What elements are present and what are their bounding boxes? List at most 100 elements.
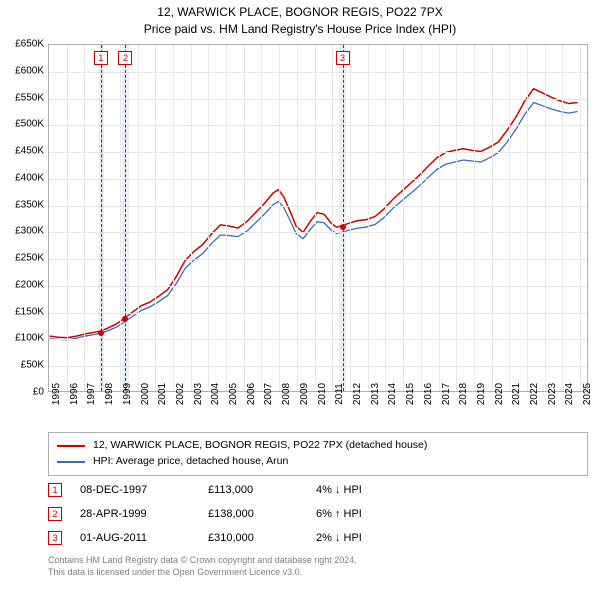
transaction-point-2 — [122, 316, 128, 322]
transaction-date: 08-DEC-1997 — [80, 484, 190, 496]
transaction-point-3 — [340, 224, 346, 230]
gridline-horizontal — [49, 72, 587, 73]
gridline-vertical — [421, 45, 422, 391]
gridline-vertical — [67, 45, 68, 391]
transaction-diff: 6% ↑ HPI — [316, 508, 406, 520]
y-axis-tick-label: £50K — [21, 360, 44, 371]
legend-swatch — [57, 461, 85, 463]
x-axis-tick-label: 2010 — [317, 383, 328, 405]
y-axis-tick-label: £600K — [15, 65, 44, 76]
gridline-horizontal — [49, 206, 587, 207]
gridline-horizontal — [49, 366, 587, 367]
footer-line-1: Contains HM Land Registry data © Crown c… — [48, 555, 588, 567]
transaction-point-1 — [98, 330, 104, 336]
x-axis-tick-label: 1997 — [86, 383, 97, 405]
transaction-row-3: 301-AUG-2011£310,0002% ↓ HPI — [48, 526, 588, 550]
gridline-vertical — [580, 45, 581, 391]
x-axis-tick-label: 2003 — [193, 383, 204, 405]
x-axis-tick-label: 2002 — [175, 383, 186, 405]
y-axis-tick-label: £350K — [15, 199, 44, 210]
gridline-vertical — [562, 45, 563, 391]
x-axis-tick-label: 2012 — [352, 383, 363, 405]
x-axis-tick-label: 2006 — [246, 383, 257, 405]
y-axis-tick-label: £150K — [15, 306, 44, 317]
x-axis-tick-label: 2020 — [494, 383, 505, 405]
attribution-footer: Contains HM Land Registry data © Crown c… — [48, 555, 588, 578]
x-axis-tick-label: 2023 — [547, 383, 558, 405]
y-axis-tick-label: £650K — [15, 39, 44, 50]
gridline-vertical — [492, 45, 493, 391]
x-axis-tick-label: 1998 — [104, 383, 115, 405]
legend: 12, WARWICK PLACE, BOGNOR REGIS, PO22 7P… — [48, 432, 588, 476]
x-axis-tick-label: 2018 — [458, 383, 469, 405]
x-axis-tick-label: 2001 — [157, 383, 168, 405]
gridline-vertical — [244, 45, 245, 391]
title-block: 12, WARWICK PLACE, BOGNOR REGIS, PO22 7P… — [0, 0, 600, 38]
title-line-2: Price paid vs. HM Land Registry's House … — [0, 21, 600, 38]
gridline-vertical — [545, 45, 546, 391]
chart-container: 12, WARWICK PLACE, BOGNOR REGIS, PO22 7P… — [0, 0, 600, 590]
transaction-vline — [101, 45, 102, 391]
gridline-vertical — [120, 45, 121, 391]
gridline-horizontal — [49, 232, 587, 233]
legend-swatch — [57, 445, 85, 447]
gridline-horizontal — [49, 152, 587, 153]
gridline-vertical — [191, 45, 192, 391]
x-axis-tick-label: 2022 — [529, 383, 540, 405]
transaction-vline — [125, 45, 126, 391]
gridline-horizontal — [49, 286, 587, 287]
x-axis-tick-label: 2021 — [511, 383, 522, 405]
gridline-vertical — [279, 45, 280, 391]
gridline-vertical — [226, 45, 227, 391]
gridline-vertical — [527, 45, 528, 391]
gridline-vertical — [403, 45, 404, 391]
gridline-horizontal — [49, 179, 587, 180]
gridline-vertical — [332, 45, 333, 391]
x-axis-tick-label: 2016 — [423, 383, 434, 405]
gridline-vertical — [385, 45, 386, 391]
transaction-diff: 2% ↓ HPI — [316, 532, 406, 544]
x-axis-tick-label: 2015 — [405, 383, 416, 405]
x-axis-tick-label: 2024 — [564, 383, 575, 405]
transaction-price: £138,000 — [208, 508, 298, 520]
gridline-horizontal — [49, 99, 587, 100]
transaction-marker-2: 2 — [118, 51, 132, 65]
y-axis-tick-label: £250K — [15, 253, 44, 264]
gridline-vertical — [297, 45, 298, 391]
transaction-row-marker: 3 — [48, 531, 62, 545]
footer-line-2: This data is licensed under the Open Gov… — [48, 567, 588, 579]
x-axis-tick-label: 2017 — [441, 383, 452, 405]
y-axis-tick-label: £500K — [15, 119, 44, 130]
transaction-vline — [343, 45, 344, 391]
x-axis-tick-label: 1999 — [122, 383, 133, 405]
x-axis-tick-label: 2008 — [281, 383, 292, 405]
y-axis-tick-label: £200K — [15, 279, 44, 290]
transaction-row-2: 228-APR-1999£138,0006% ↑ HPI — [48, 502, 588, 526]
transaction-price: £310,000 — [208, 532, 298, 544]
title-line-1: 12, WARWICK PLACE, BOGNOR REGIS, PO22 7P… — [0, 4, 600, 21]
gridline-vertical — [208, 45, 209, 391]
gridline-vertical — [456, 45, 457, 391]
transaction-row-marker: 2 — [48, 507, 62, 521]
gridline-vertical — [509, 45, 510, 391]
y-axis-tick-label: £100K — [15, 333, 44, 344]
x-axis-tick-label: 2025 — [582, 383, 593, 405]
y-axis-tick-label: £0 — [33, 387, 44, 398]
gridline-vertical — [350, 45, 351, 391]
x-axis-tick-label: 1995 — [51, 383, 62, 405]
plot-area: 12 3 — [48, 44, 588, 392]
gridline-vertical — [138, 45, 139, 391]
x-axis-tick-label: 2000 — [140, 383, 151, 405]
x-axis-tick-label: 2019 — [476, 383, 487, 405]
gridline-horizontal — [49, 125, 587, 126]
gridline-vertical — [315, 45, 316, 391]
transaction-marker-1: 1 — [94, 51, 108, 65]
x-axis-tick-label: 2011 — [334, 383, 345, 405]
gridline-horizontal — [49, 259, 587, 260]
gridline-horizontal — [49, 339, 587, 340]
x-axis-tick-label: 2013 — [370, 383, 381, 405]
gridline-horizontal — [49, 313, 587, 314]
y-axis-tick-label: £550K — [15, 92, 44, 103]
legend-row-property: 12, WARWICK PLACE, BOGNOR REGIS, PO22 7P… — [57, 438, 579, 454]
transaction-marker-3: 3 — [336, 51, 350, 65]
